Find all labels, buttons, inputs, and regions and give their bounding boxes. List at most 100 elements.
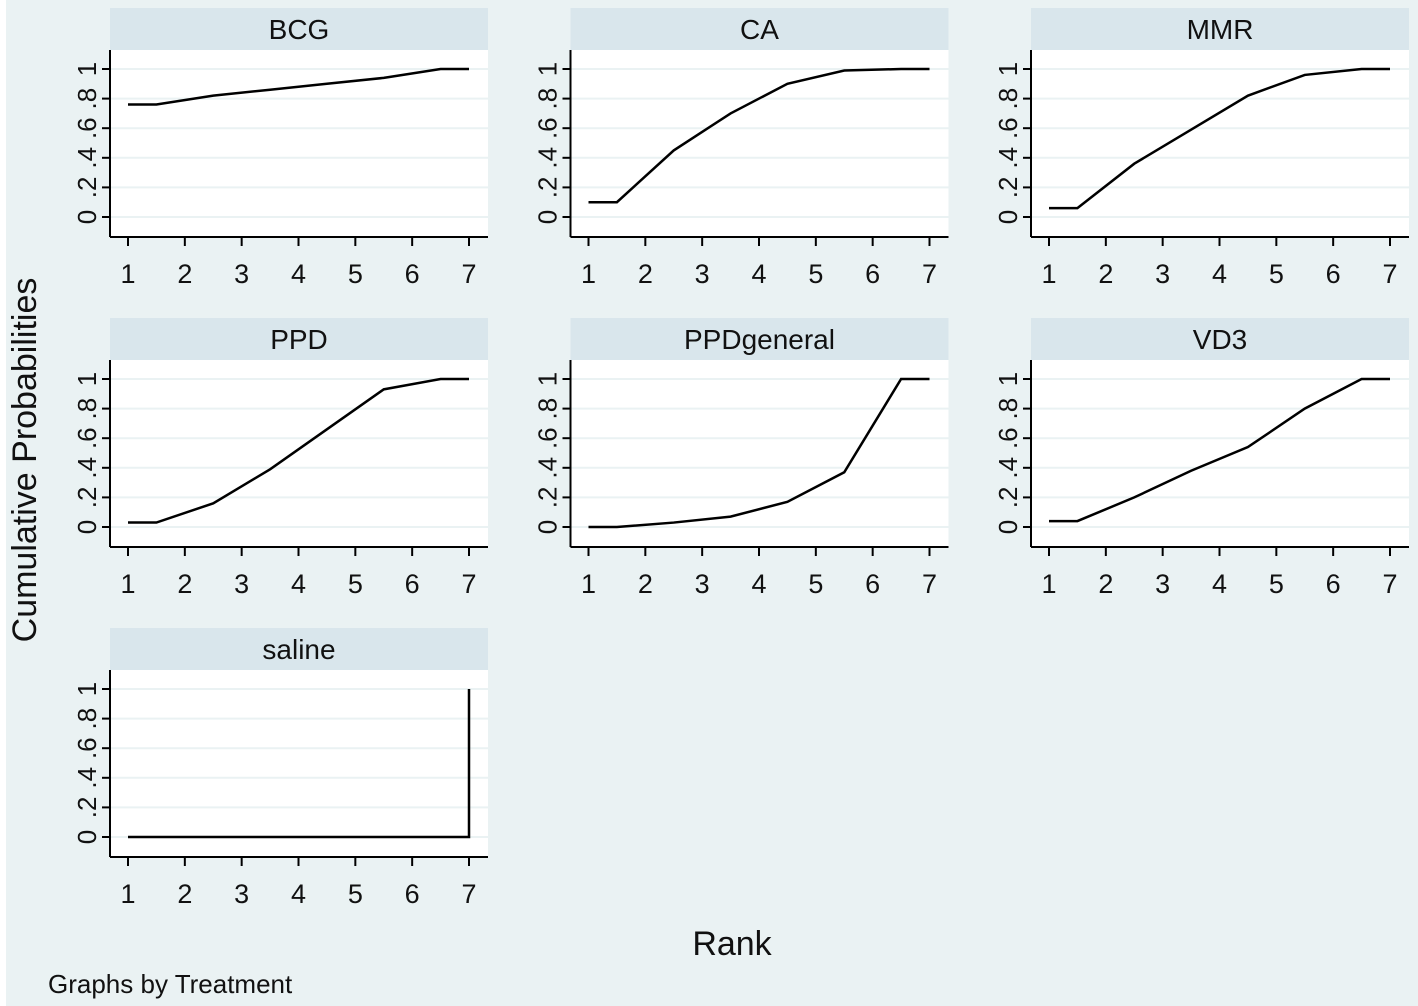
x-tick-label: 7: [1382, 569, 1397, 599]
panel-strip: [1031, 318, 1409, 360]
x-tick-label: 1: [120, 879, 135, 909]
x-tick-label: 3: [234, 259, 249, 289]
panel-strip: [110, 628, 488, 670]
x-tick-label: 5: [348, 569, 363, 599]
panel-title: BCG: [269, 14, 330, 45]
y-tick-label: 0: [993, 210, 1023, 224]
x-tick-label: 5: [808, 259, 823, 289]
x-tick-label: 7: [461, 259, 476, 289]
y-tick-label: .2: [533, 177, 563, 199]
x-tick-label: 4: [291, 569, 306, 599]
y-tick-label: .8: [533, 88, 563, 110]
y-tick-label: .6: [72, 427, 102, 449]
y-tick-label: .4: [533, 457, 563, 479]
plot-area: [1031, 50, 1409, 237]
plot-area: [570, 50, 949, 237]
x-tick-label: 1: [1041, 569, 1056, 599]
y-tick-label: .8: [72, 398, 102, 420]
x-tick-label: 6: [405, 879, 420, 909]
x-tick-label: 5: [348, 879, 363, 909]
x-tick-label: 5: [1269, 569, 1284, 599]
panel-title: PPDgeneral: [684, 324, 835, 355]
series-line: [128, 67, 469, 106]
x-tick-label: 2: [638, 259, 653, 289]
series-line: [588, 377, 930, 529]
by-note: Graphs by Treatment: [48, 969, 293, 999]
y-tick-label: .2: [533, 487, 563, 509]
plot-area: [110, 50, 488, 237]
panel-title: PPD: [270, 324, 328, 355]
y-tick-label: .6: [72, 117, 102, 139]
y-tick-label: .6: [533, 427, 563, 449]
x-tick-label: 6: [405, 259, 420, 289]
y-axis-title: Cumulative Probabilities: [6, 278, 44, 643]
x-tick-label: 2: [1098, 569, 1113, 599]
x-tick-label: 7: [922, 259, 937, 289]
plot-area: [1031, 360, 1409, 547]
y-tick-label: .4: [72, 767, 102, 789]
panel-title: CA: [740, 14, 779, 45]
y-tick-label: .4: [533, 147, 563, 169]
x-tick-label: 6: [405, 569, 420, 599]
y-tick-label: .8: [533, 398, 563, 420]
x-tick-label: 3: [695, 259, 710, 289]
x-tick-label: 2: [1098, 259, 1113, 289]
x-tick-label: 4: [291, 259, 306, 289]
x-tick-label: 4: [291, 879, 306, 909]
y-tick-label: 0: [72, 830, 102, 844]
y-tick-label: .4: [72, 147, 102, 169]
x-tick-label: 1: [120, 569, 135, 599]
y-tick-label: .2: [993, 487, 1023, 509]
plot-area: [570, 360, 949, 547]
x-tick-label: 6: [1326, 569, 1341, 599]
y-tick-label: 1: [993, 62, 1023, 76]
panel-ppdgeneral: PPDgeneral 0 .2 .4 .6 .8 1 1 2 3 4 5 6 7: [533, 318, 949, 599]
x-tick-label: 7: [1382, 259, 1397, 289]
x-axis-title: Rank: [692, 925, 772, 963]
y-tick-label: .6: [72, 737, 102, 759]
panel-vd3: VD3 0 .2 .4 .6 .8 1 1 2 3 4 5 6 7: [993, 318, 1409, 599]
y-tick-label: .8: [72, 88, 102, 110]
x-tick-label: 2: [177, 569, 192, 599]
y-tick-label: .6: [533, 117, 563, 139]
series-line: [588, 67, 930, 204]
x-tick-label: 1: [120, 259, 135, 289]
panel-title: VD3: [1193, 324, 1247, 355]
x-tick-label: 5: [1269, 259, 1284, 289]
panel-bcg: BCG 0 .2 .4 .6 .8 1 1 2 3 4 5 6 7: [72, 8, 488, 289]
x-tick-label: 7: [461, 569, 476, 599]
x-tick-label: 3: [695, 569, 710, 599]
y-tick-label: 0: [993, 520, 1023, 534]
panel-ppd: PPD 0 .2 .4 .6 .8 1 1 2 3 4 5 6 7: [72, 318, 488, 599]
y-tick-label: 0: [72, 520, 102, 534]
panel-strip: [110, 318, 488, 360]
y-tick-label: .6: [993, 427, 1023, 449]
x-tick-label: 6: [865, 259, 880, 289]
x-tick-label: 3: [234, 569, 249, 599]
x-tick-label: 7: [922, 569, 937, 599]
y-tick-label: 1: [993, 372, 1023, 386]
y-tick-label: .2: [72, 177, 102, 199]
panel-title: saline: [262, 634, 335, 665]
x-tick-label: 1: [581, 569, 596, 599]
panel-strip: [110, 8, 488, 50]
x-tick-label: 3: [234, 879, 249, 909]
series-line: [1049, 377, 1390, 523]
y-tick-label: 1: [72, 372, 102, 386]
panel-strip: [1031, 8, 1409, 50]
y-tick-label: .2: [72, 487, 102, 509]
y-tick-label: 0: [533, 520, 563, 534]
x-tick-label: 4: [1212, 569, 1227, 599]
x-tick-label: 4: [1212, 259, 1227, 289]
y-tick-label: .2: [72, 797, 102, 819]
panel-mmr: MMR 0 .2 .4 .6 .8 1 1 2 3 4 5 6 7: [993, 8, 1409, 289]
x-tick-label: 2: [177, 259, 192, 289]
x-tick-label: 3: [1155, 259, 1170, 289]
x-tick-label: 1: [581, 259, 596, 289]
panel-strip: [570, 8, 949, 50]
panel-title: MMR: [1187, 14, 1254, 45]
panel-ca: CA 0 .2 .4 .6 .8 1 1 2 3 4 5 6 7: [533, 8, 949, 289]
y-tick-label: .4: [993, 147, 1023, 169]
y-tick-label: .8: [72, 708, 102, 730]
